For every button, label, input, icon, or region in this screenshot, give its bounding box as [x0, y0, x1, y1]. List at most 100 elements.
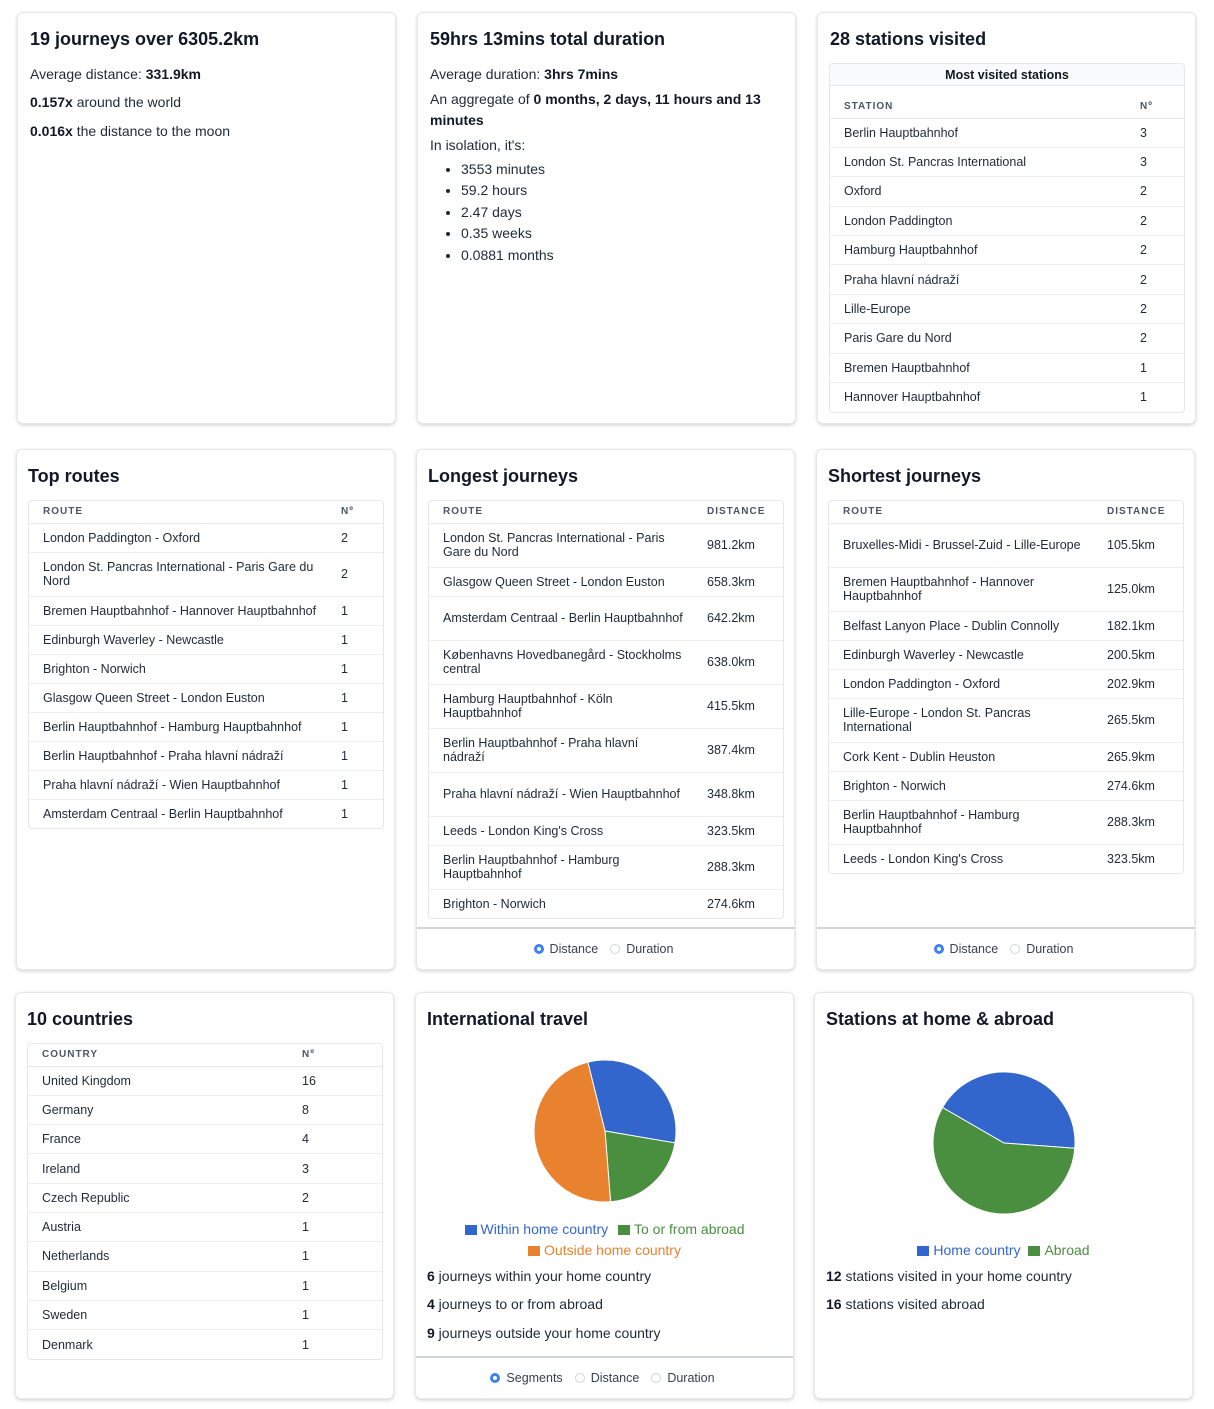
- table-cell-name: Hannover Hauptbahnhof: [844, 390, 981, 405]
- table-cell-distance: 200.5km: [1097, 640, 1183, 670]
- table-row: Belgium 1: [28, 1271, 382, 1301]
- table-cell-count: 1: [1140, 353, 1184, 384]
- column-header-route: ROUTE: [829, 501, 1097, 524]
- table-cell-route: Brighton - Norwich: [29, 654, 341, 684]
- table-cell-distance: 323.5km: [1107, 851, 1155, 866]
- table-cell-count: 1: [341, 683, 383, 713]
- table-cell-route: Berlin Hauptbahnhof - Hamburg Hauptbahnh…: [29, 712, 341, 742]
- table-cell-count: 1: [302, 1241, 382, 1272]
- table-cell-route: London St. Pancras International - Paris…: [29, 552, 341, 597]
- table-cell-distance: 387.4km: [697, 728, 783, 773]
- table-cell-route: Leeds - London King's Cross: [843, 851, 1004, 866]
- table-row: Paris Gare du Nord 2: [830, 323, 1184, 354]
- chart-legend: Home country Abroad: [815, 1240, 1192, 1261]
- table-cell-route: Praha hlavní nádraží - Wien Hauptbahnhof: [29, 770, 341, 800]
- column-header-station: STATION: [830, 96, 1140, 119]
- table-row: Hamburg Hauptbahnhof 2: [830, 235, 1184, 266]
- table-row: Brighton - Norwich 274.6km: [429, 889, 783, 918]
- card-title: Top routes: [28, 466, 120, 486]
- column-header-country: COUNTRY: [28, 1044, 302, 1067]
- stations-home-abroad-card: Stations at home & abroad Home country A…: [814, 992, 1193, 1399]
- table-cell-route: Praha hlavní nádraží - Wien Hauptbahnhof: [429, 772, 697, 817]
- table-row: Bruxelles-Midi - Brussel-Zuid - Lille-Eu…: [829, 523, 1183, 568]
- table-cell-name: Czech Republic: [28, 1183, 302, 1213]
- table-cell-name: Oxford: [830, 176, 1140, 207]
- table-cell-count: 1: [302, 1300, 382, 1331]
- column-header-count: Nº: [1140, 96, 1184, 119]
- shortest-journeys-table: ROUTE DISTANCE Bruxelles-Midi - Brussel-…: [828, 500, 1184, 874]
- table-cell-count: 4: [302, 1124, 382, 1155]
- table-row: Brighton - Norwich 274.6km: [829, 771, 1183, 801]
- table-cell-name: Lille-Europe: [830, 294, 1140, 325]
- countries-table: COUNTRY Nº United Kingdom 16 Germany 8 Franc…: [27, 1043, 383, 1360]
- table-row: London St. Pancras International - Paris…: [29, 552, 383, 597]
- distance-summary-card: 19 journeys over 6305.2km Average distan…: [17, 12, 396, 424]
- table-row: Berlin Hauptbahnhof - Hamburg Hauptbahnh…: [829, 800, 1183, 845]
- table-row: Praha hlavní nádraží - Wien Hauptbahnhof…: [429, 772, 783, 817]
- stat-abroad-stations: 16 stations visited abroad: [826, 1296, 985, 1312]
- stations-home-abroad-pie-chart: [932, 1071, 1076, 1215]
- table-cell-count: 2: [1140, 235, 1184, 266]
- table-cell-route: Glasgow Queen Street - London Euston: [29, 683, 341, 713]
- table-cell-name: Praha hlavní nádraží: [830, 264, 1140, 295]
- table-row: Denmark 1: [28, 1330, 382, 1359]
- table-row: Amsterdam Centraal - Berlin Hauptbahnhof…: [29, 799, 383, 828]
- chart-legend: Within home country To or from abroad Ou…: [416, 1219, 793, 1261]
- table-cell-route: Berlin Hauptbahnhof - Praha hlavní nádra…: [429, 728, 697, 773]
- table-cell-count: 2: [1140, 294, 1184, 325]
- legend-swatch: [618, 1225, 630, 1235]
- table-row: Sweden 1: [28, 1300, 382, 1331]
- table-cell-distance: 642.2km: [697, 596, 783, 641]
- legend-swatch: [528, 1246, 541, 1256]
- list-item: 2.47 days: [461, 202, 554, 223]
- table-cell-name: Berlin Hauptbahnhof: [830, 118, 1140, 148]
- column-header-route: ROUTE: [429, 501, 697, 524]
- table-caption: Most visited stations: [830, 64, 1184, 86]
- aggregate-duration: An aggregate of 0 months, 2 days, 11 hou…: [430, 91, 761, 128]
- table-cell-name: France: [28, 1124, 302, 1155]
- stat-outside-home: 9 journeys outside your home country: [427, 1325, 661, 1341]
- table-cell-route: Belfast Lanyon Place - Dublin Connolly: [829, 611, 1097, 641]
- shortest-sort-options: Distance Duration: [817, 927, 1194, 969]
- list-item: 59.2 hours: [461, 180, 554, 201]
- table-cell-count: 3: [302, 1153, 382, 1184]
- stat-within-home: 6 journeys within your home country: [427, 1268, 652, 1284]
- radio-segments[interactable]: Segments: [490, 1371, 563, 1385]
- top-routes-card: Top routes ROUTE Nº London Paddington - …: [16, 449, 395, 970]
- radio-distance[interactable]: Distance: [533, 942, 598, 956]
- table-cell-route: Berlin Hauptbahnhof - Hamburg Hauptbahnh…: [829, 800, 1097, 845]
- table-cell-count: 2: [1140, 176, 1184, 207]
- radio-unselected-icon: [1010, 944, 1021, 954]
- table-row: Hannover Hauptbahnhof 1: [830, 383, 1184, 412]
- table-row: France 4: [28, 1124, 382, 1155]
- card-title: International travel: [427, 1009, 589, 1029]
- table-cell-distance: 182.1km: [1097, 611, 1183, 641]
- table-row: Bremen Hauptbahnhof - Hannover Hauptbahn…: [829, 567, 1183, 612]
- table-row: Czech Republic 2: [28, 1183, 382, 1213]
- card-title: Longest journeys: [428, 466, 579, 486]
- table-row: London Paddington - Oxford 2: [29, 523, 383, 553]
- table-row: London St. Pancras International 3: [830, 147, 1184, 178]
- table-cell-count: 1: [302, 1337, 309, 1352]
- international-metric-options: Segments Distance Duration: [416, 1356, 793, 1398]
- table-cell-count: 2: [341, 552, 383, 597]
- card-title: Shortest journeys: [828, 466, 982, 486]
- table-cell-distance: 125.0km: [1097, 567, 1183, 612]
- table-cell-distance: 981.2km: [697, 523, 783, 568]
- most-visited-stations-table: Most visited stations STATION Nº Berlin …: [829, 63, 1185, 413]
- list-item: 3553 minutes: [461, 159, 554, 180]
- radio-duration[interactable]: Duration: [651, 1371, 715, 1385]
- table-cell-route: Bremen Hauptbahnhof - Hannover Hauptbahn…: [829, 567, 1097, 612]
- table-cell-name: London Paddington: [830, 206, 1140, 237]
- radio-distance[interactable]: Distance: [574, 1371, 639, 1385]
- table-cell-count: 1: [341, 741, 383, 771]
- radio-duration[interactable]: Duration: [610, 942, 673, 956]
- table-cell-count: 2: [1140, 264, 1184, 295]
- table-row: Københavns Hovedbanegård - Stockholms ce…: [429, 640, 783, 685]
- table-row: Amsterdam Centraal - Berlin Hauptbahnhof…: [429, 596, 783, 641]
- column-header-count: Nº: [302, 1044, 382, 1067]
- table-cell-distance: 638.0km: [697, 640, 783, 685]
- radio-distance[interactable]: Distance: [933, 942, 998, 956]
- table-cell-name: London St. Pancras International: [830, 147, 1140, 178]
- radio-duration[interactable]: Duration: [1010, 942, 1073, 956]
